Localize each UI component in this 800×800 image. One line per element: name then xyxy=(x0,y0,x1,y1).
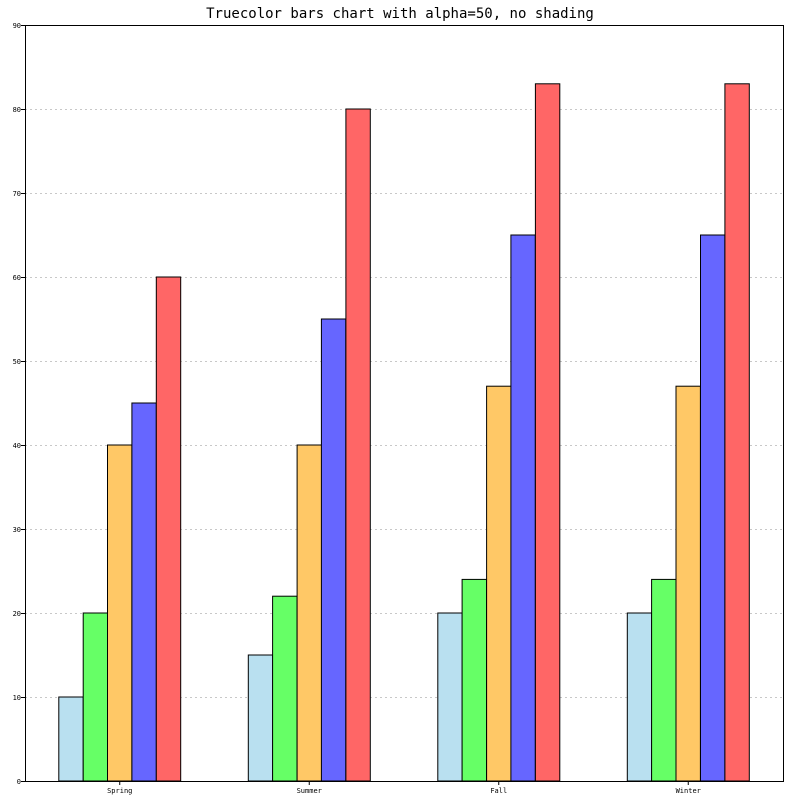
bar-spring-2 xyxy=(82,612,109,782)
bar-fall-1 xyxy=(437,612,463,782)
bar-spring-5 xyxy=(155,276,182,782)
x-tick-labels: Spring Summer Fall Winter xyxy=(107,781,701,795)
bar-winter-4 xyxy=(700,234,726,782)
y-tick-label: 20 xyxy=(13,610,21,618)
bar-summer-3 xyxy=(296,444,323,782)
y-tick-label: 0 xyxy=(17,778,21,786)
bars xyxy=(58,83,750,782)
bar-spring-1 xyxy=(58,696,84,782)
y-tick-label: 80 xyxy=(13,106,21,114)
plot-frame xyxy=(25,25,784,782)
bar-fall-4 xyxy=(510,234,536,782)
bar-winter-1 xyxy=(626,612,653,782)
y-tick-label: 70 xyxy=(13,190,21,198)
axes xyxy=(25,25,784,782)
x-tick-label: Spring xyxy=(107,787,132,795)
chart-title: Truecolor bars chart with alpha=50, no s… xyxy=(206,6,594,22)
bar-summer-1 xyxy=(247,654,274,782)
bar-fall-2 xyxy=(461,578,488,782)
x-tick-label: Summer xyxy=(297,787,322,795)
bar-fall-5 xyxy=(534,83,561,782)
bar-summer-5 xyxy=(345,108,371,782)
x-tick-label: Winter xyxy=(676,787,701,795)
y-tick-label: 90 xyxy=(13,22,21,30)
y-tick-labels: 0 10 20 30 40 50 60 70 80 90 xyxy=(13,22,25,786)
bar-winter-5 xyxy=(724,83,750,782)
bar-winter-3 xyxy=(675,385,701,782)
y-tick-label: 60 xyxy=(13,274,21,282)
y-tick-label: 50 xyxy=(13,358,21,366)
bar-spring-3 xyxy=(107,444,133,782)
bar-fall-3 xyxy=(486,385,512,782)
bar-summer-4 xyxy=(320,318,347,782)
y-tick-label: 30 xyxy=(13,526,21,534)
y-tick-label: 40 xyxy=(13,442,21,450)
bar-spring-4 xyxy=(131,402,157,782)
x-tick-label: Fall xyxy=(490,787,507,795)
y-tick-label: 10 xyxy=(13,694,21,702)
bar-winter-2 xyxy=(651,578,677,782)
bar-summer-2 xyxy=(272,595,298,782)
